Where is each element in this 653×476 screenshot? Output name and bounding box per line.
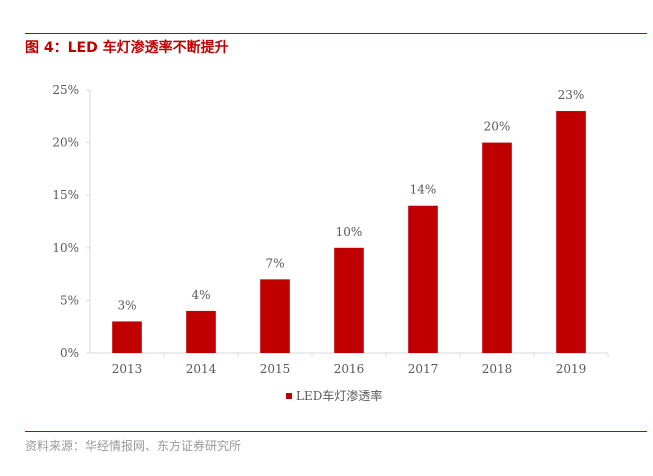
legend-swatch [286, 393, 292, 399]
chart-legend: LED车灯渗透率 [286, 388, 382, 403]
source-rule [25, 431, 647, 432]
data-label-2015: 7% [265, 256, 284, 270]
chart-axes: 0% 5% 10% 15% 20% 25% 2013 2014 2015 2016 2017 2018… [52, 83, 609, 376]
data-label-2013: 3% [117, 298, 136, 312]
bar-2018 [482, 142, 512, 353]
bar-2014 [186, 310, 216, 353]
bar-chart: 0% 5% 10% 15% 20% 25% 2013 2014 2015 2016 2017 2018… [52, 83, 609, 403]
y-tick-label: 25% [52, 83, 79, 97]
x-tick-label-2016: 2016 [334, 362, 365, 376]
title-rule [25, 33, 647, 34]
x-tick-label-2013: 2013 [112, 362, 143, 376]
y-tick-label: 15% [52, 188, 79, 202]
x-tick-label-2015: 2015 [260, 362, 291, 376]
chart-data-labels: 3% 4% 7% 10% 14% 20% 23% [117, 88, 584, 312]
y-tick-label: 5% [60, 293, 79, 307]
y-tick-label: 0% [60, 346, 79, 360]
x-tick-label-2017: 2017 [408, 362, 439, 376]
bar-2015 [260, 279, 290, 353]
bar-2013 [112, 321, 142, 353]
data-label-2018: 20% [484, 120, 511, 134]
data-label-2016: 10% [336, 225, 363, 239]
y-tick-label: 10% [52, 241, 79, 255]
figure-title: 图 4：LED 车灯渗透率不断提升 [25, 40, 229, 56]
x-tick-label-2019: 2019 [556, 362, 587, 376]
x-tick-label-2018: 2018 [482, 362, 513, 376]
chart-bars [112, 111, 586, 353]
bar-2017 [408, 205, 438, 353]
data-label-2017: 14% [410, 183, 437, 197]
data-label-2019: 23% [558, 88, 585, 102]
y-tick-label: 20% [52, 136, 79, 150]
bar-2016 [334, 247, 364, 353]
x-tick-label-2014: 2014 [186, 362, 217, 376]
legend-label: LED车灯渗透率 [296, 388, 382, 403]
bar-2019 [556, 111, 586, 353]
source-note: 资料来源：华经情报网、东方证券研究所 [25, 439, 242, 453]
data-label-2014: 4% [191, 288, 210, 302]
